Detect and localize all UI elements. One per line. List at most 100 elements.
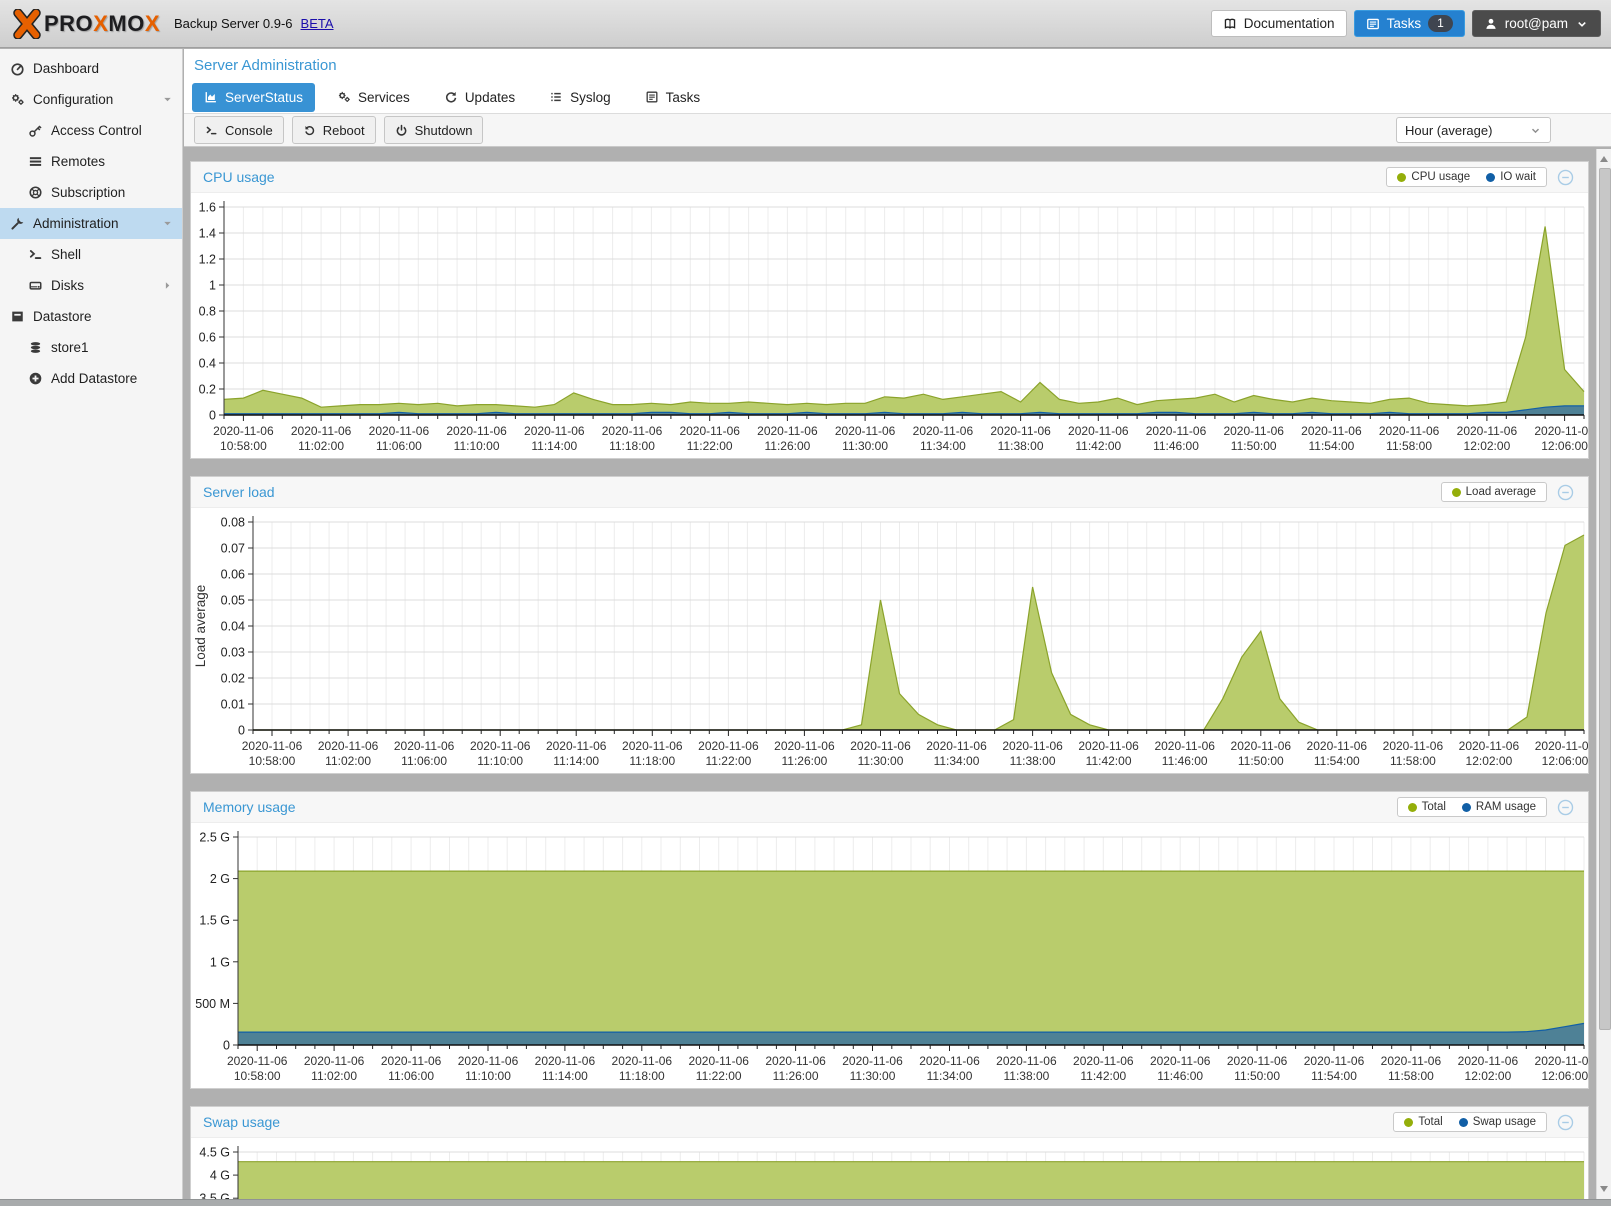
svg-text:11:42:00: 11:42:00	[1075, 439, 1121, 453]
svg-text:11:26:00: 11:26:00	[781, 754, 827, 768]
book-icon	[1223, 17, 1237, 31]
svg-text:2020-11-06: 2020-11-06	[1307, 739, 1368, 753]
tasks-count-badge: 1	[1428, 15, 1453, 32]
sidebar-item-label: Shell	[51, 247, 82, 262]
caret-right-icon[interactable]	[161, 279, 174, 292]
legend-dot	[1404, 1117, 1414, 1127]
sidebar-item-label: Add Datastore	[51, 371, 138, 386]
tab-services[interactable]: Services	[325, 83, 422, 112]
vertical-scrollbar[interactable]	[1596, 149, 1611, 1199]
caret-down-icon[interactable]	[161, 217, 174, 230]
terminal-icon	[205, 124, 218, 137]
panel-title: Swap usage	[203, 1114, 281, 1130]
power-icon	[395, 124, 408, 137]
svg-text:2020-11-06: 2020-11-06	[1068, 424, 1129, 438]
svg-text:2020-11-06: 2020-11-06	[394, 739, 455, 753]
sidebar-item-dashboard[interactable]: Dashboard	[0, 53, 182, 84]
scroll-up-arrow-icon[interactable]	[1597, 151, 1611, 167]
gauge-icon	[10, 61, 25, 76]
sidebar-item-add-datastore[interactable]: Add Datastore	[0, 363, 182, 394]
collapse-panel-icon[interactable]	[1557, 169, 1574, 186]
svg-text:2020-11-06: 2020-11-06	[1154, 739, 1215, 753]
svg-text:2020-11-06: 2020-11-06	[679, 424, 740, 438]
svg-text:2020-11-06: 2020-11-06	[698, 739, 759, 753]
sidebar-item-subscription[interactable]: Subscription	[0, 177, 182, 208]
svg-text:2020-11-06: 2020-11-06	[765, 1054, 826, 1068]
legend-item-cpu-usage: CPU usage	[1397, 171, 1470, 183]
scroll-down-arrow-icon[interactable]	[1597, 1181, 1611, 1197]
tasks-button[interactable]: Tasks 1	[1353, 10, 1465, 37]
table-icon	[28, 154, 43, 169]
tab-serverstatus[interactable]: ServerStatus	[192, 82, 316, 112]
svg-text:2 G: 2 G	[210, 872, 230, 886]
svg-text:12:06:00: 12:06:00	[1541, 439, 1588, 453]
svg-text:11:46:00: 11:46:00	[1157, 1069, 1203, 1083]
user-menu-button[interactable]: root@pam	[1471, 10, 1601, 37]
panel-memory-usage: Memory usage Total RAM usage 0 500 M 1 G 1.5 G…	[190, 791, 1589, 1089]
svg-text:2020-11-06: 2020-11-06	[1535, 1054, 1588, 1068]
svg-text:10:58:00: 10:58:00	[249, 754, 296, 768]
svg-text:Load average: Load average	[193, 585, 208, 668]
gears-icon	[337, 90, 351, 104]
documentation-button[interactable]: Documentation	[1210, 10, 1347, 37]
collapse-panel-icon[interactable]	[1557, 484, 1574, 501]
brand-part: X	[93, 10, 109, 36]
svg-text:4 G: 4 G	[210, 1169, 230, 1183]
sidebar-item-store1[interactable]: store1	[0, 332, 182, 363]
svg-text:11:26:00: 11:26:00	[764, 439, 810, 453]
svg-text:2020-11-06: 2020-11-06	[546, 739, 607, 753]
collapse-panel-icon[interactable]	[1557, 1114, 1574, 1131]
sidebar-item-datastore[interactable]: Datastore	[0, 301, 182, 332]
caret-down-icon[interactable]	[161, 93, 174, 106]
svg-text:10:58:00: 10:58:00	[234, 1069, 281, 1083]
sidebar-item-administration[interactable]: Administration	[0, 208, 182, 239]
chart-legend: Total Swap usage	[1393, 1112, 1547, 1132]
box-icon	[10, 309, 25, 324]
svg-text:2020-11-06: 2020-11-06	[774, 739, 835, 753]
chart-canvas-cpu-usage: 00.20.40.60.811.21.41.62020-11-0610:58:0…	[199, 201, 1588, 454]
console-button[interactable]: Console	[194, 116, 284, 144]
svg-text:2020-11-06: 2020-11-06	[291, 424, 352, 438]
svg-text:11:42:00: 11:42:00	[1086, 754, 1132, 768]
sidebar-item-disks[interactable]: Disks	[0, 270, 182, 301]
tab-label: Services	[358, 89, 410, 105]
legend-dot	[1407, 802, 1417, 812]
undo-icon	[303, 124, 316, 137]
tab-updates[interactable]: Updates	[432, 83, 527, 112]
svg-text:11:06:00: 11:06:00	[388, 1069, 434, 1083]
panel-header: Server load Load average	[191, 477, 1588, 508]
sidebar-item-access-control[interactable]: Access Control	[0, 115, 182, 146]
tab-tasks[interactable]: Tasks	[633, 83, 713, 112]
brand-part: MO	[108, 10, 145, 36]
svg-text:11:54:00: 11:54:00	[1308, 439, 1354, 453]
sidebar-item-remotes[interactable]: Remotes	[0, 146, 182, 177]
tab-syslog[interactable]: Syslog	[537, 83, 623, 112]
sidebar-item-label: Administration	[33, 216, 119, 231]
svg-text:11:18:00: 11:18:00	[619, 1069, 665, 1083]
svg-text:2020-11-06: 2020-11-06	[369, 424, 430, 438]
reboot-button[interactable]: Reboot	[291, 116, 376, 144]
sidebar-item-label: Access Control	[51, 123, 142, 138]
svg-text:1.5 G: 1.5 G	[199, 914, 230, 928]
sidebar-item-shell[interactable]: Shell	[0, 239, 182, 270]
time-range-select[interactable]: Hour (average)	[1396, 117, 1551, 143]
svg-text:11:22:00: 11:22:00	[687, 439, 733, 453]
panel-title: CPU usage	[203, 169, 275, 185]
sidebar-item-configuration[interactable]: Configuration	[0, 84, 182, 115]
time-range-value: Hour (average)	[1405, 122, 1493, 138]
shutdown-button[interactable]: Shutdown	[383, 116, 484, 144]
brand-part: X	[144, 10, 161, 36]
panel-header: Swap usage Total Swap usage	[191, 1107, 1588, 1138]
svg-text:11:34:00: 11:34:00	[934, 754, 980, 768]
svg-text:2.5 G: 2.5 G	[199, 831, 230, 845]
scrollbar-thumb[interactable]	[1599, 168, 1611, 1030]
svg-text:11:58:00: 11:58:00	[1388, 1069, 1434, 1083]
svg-text:0.06: 0.06	[221, 568, 245, 582]
svg-text:11:34:00: 11:34:00	[920, 439, 966, 453]
svg-text:2020-11-06: 2020-11-06	[913, 424, 974, 438]
collapse-panel-icon[interactable]	[1557, 799, 1574, 816]
beta-link[interactable]: BETA	[300, 16, 334, 31]
documentation-label: Documentation	[1243, 16, 1335, 31]
